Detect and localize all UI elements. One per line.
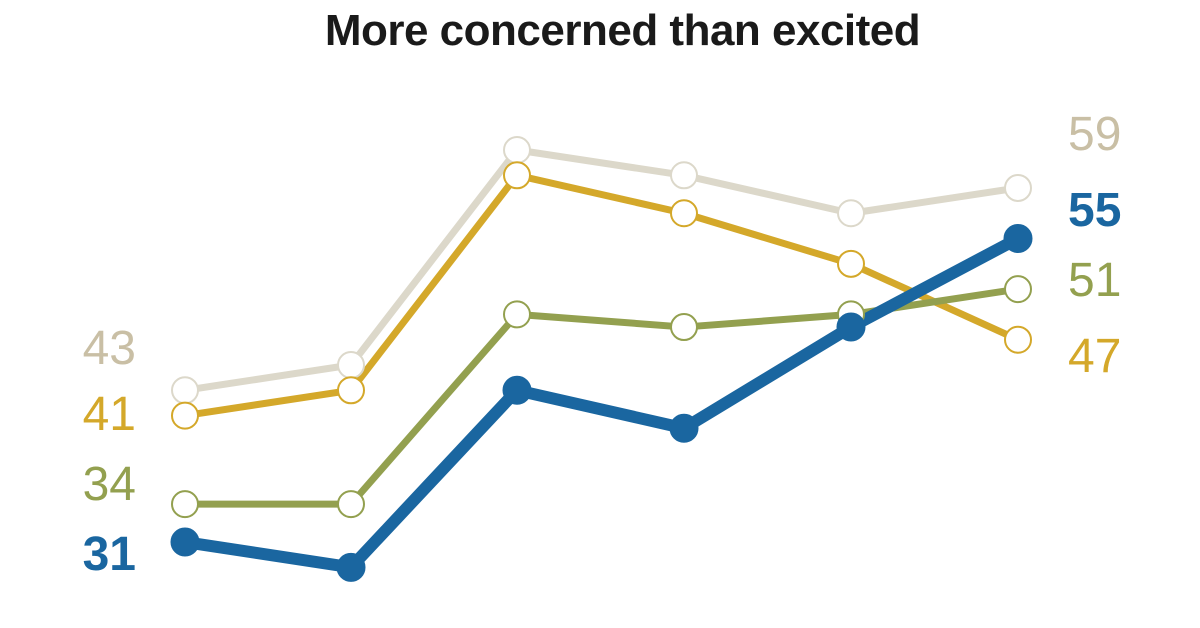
start-label-olive: 34 (83, 458, 136, 511)
data-point-light-5 (1004, 173, 1032, 202)
start-label-blue: 31 (83, 528, 136, 581)
data-point-olive-2 (503, 300, 531, 329)
data-point-gold-0 (171, 401, 199, 430)
data-point-light-3 (670, 161, 698, 190)
data-point-light-2 (503, 136, 531, 164)
data-point-light-1 (337, 351, 365, 379)
end-label-light: 59 (1068, 108, 1121, 161)
data-point-gold-4 (837, 249, 865, 278)
data-point-blue-0 (170, 527, 200, 557)
data-point-gold-1 (337, 376, 365, 405)
chart-title: More concerned than excited (324, 6, 921, 55)
data-point-blue-4 (836, 312, 866, 342)
data-point-gold-2 (503, 161, 531, 190)
end-label-blue: 55 (1068, 184, 1121, 237)
data-point-blue-3 (669, 413, 699, 443)
series-line-blue (179, 232, 1024, 574)
data-point-blue-2 (502, 375, 532, 405)
data-point-light-4 (837, 199, 865, 228)
series-line-light (181, 146, 1022, 394)
end-label-gold: 47 (1068, 330, 1121, 383)
data-point-blue-1 (336, 552, 366, 582)
data-point-blue-5 (1003, 224, 1033, 254)
data-point-olive-0 (171, 490, 199, 519)
data-point-gold-5 (1004, 325, 1032, 354)
data-point-olive-1 (337, 490, 365, 519)
start-label-light: 43 (83, 322, 136, 375)
series-line-gold (181, 171, 1022, 420)
series-lines (179, 146, 1024, 574)
end-label-olive: 51 (1068, 254, 1121, 307)
start-label-gold: 41 (83, 388, 136, 441)
series-labels: 43 59 41 47 34 51 31 55 (83, 108, 1122, 581)
data-point-gold-3 (670, 199, 698, 228)
data-point-olive-3 (670, 313, 698, 342)
data-point-light-0 (171, 376, 199, 405)
data-point-olive-5 (1004, 275, 1032, 304)
series-markers (170, 136, 1033, 582)
